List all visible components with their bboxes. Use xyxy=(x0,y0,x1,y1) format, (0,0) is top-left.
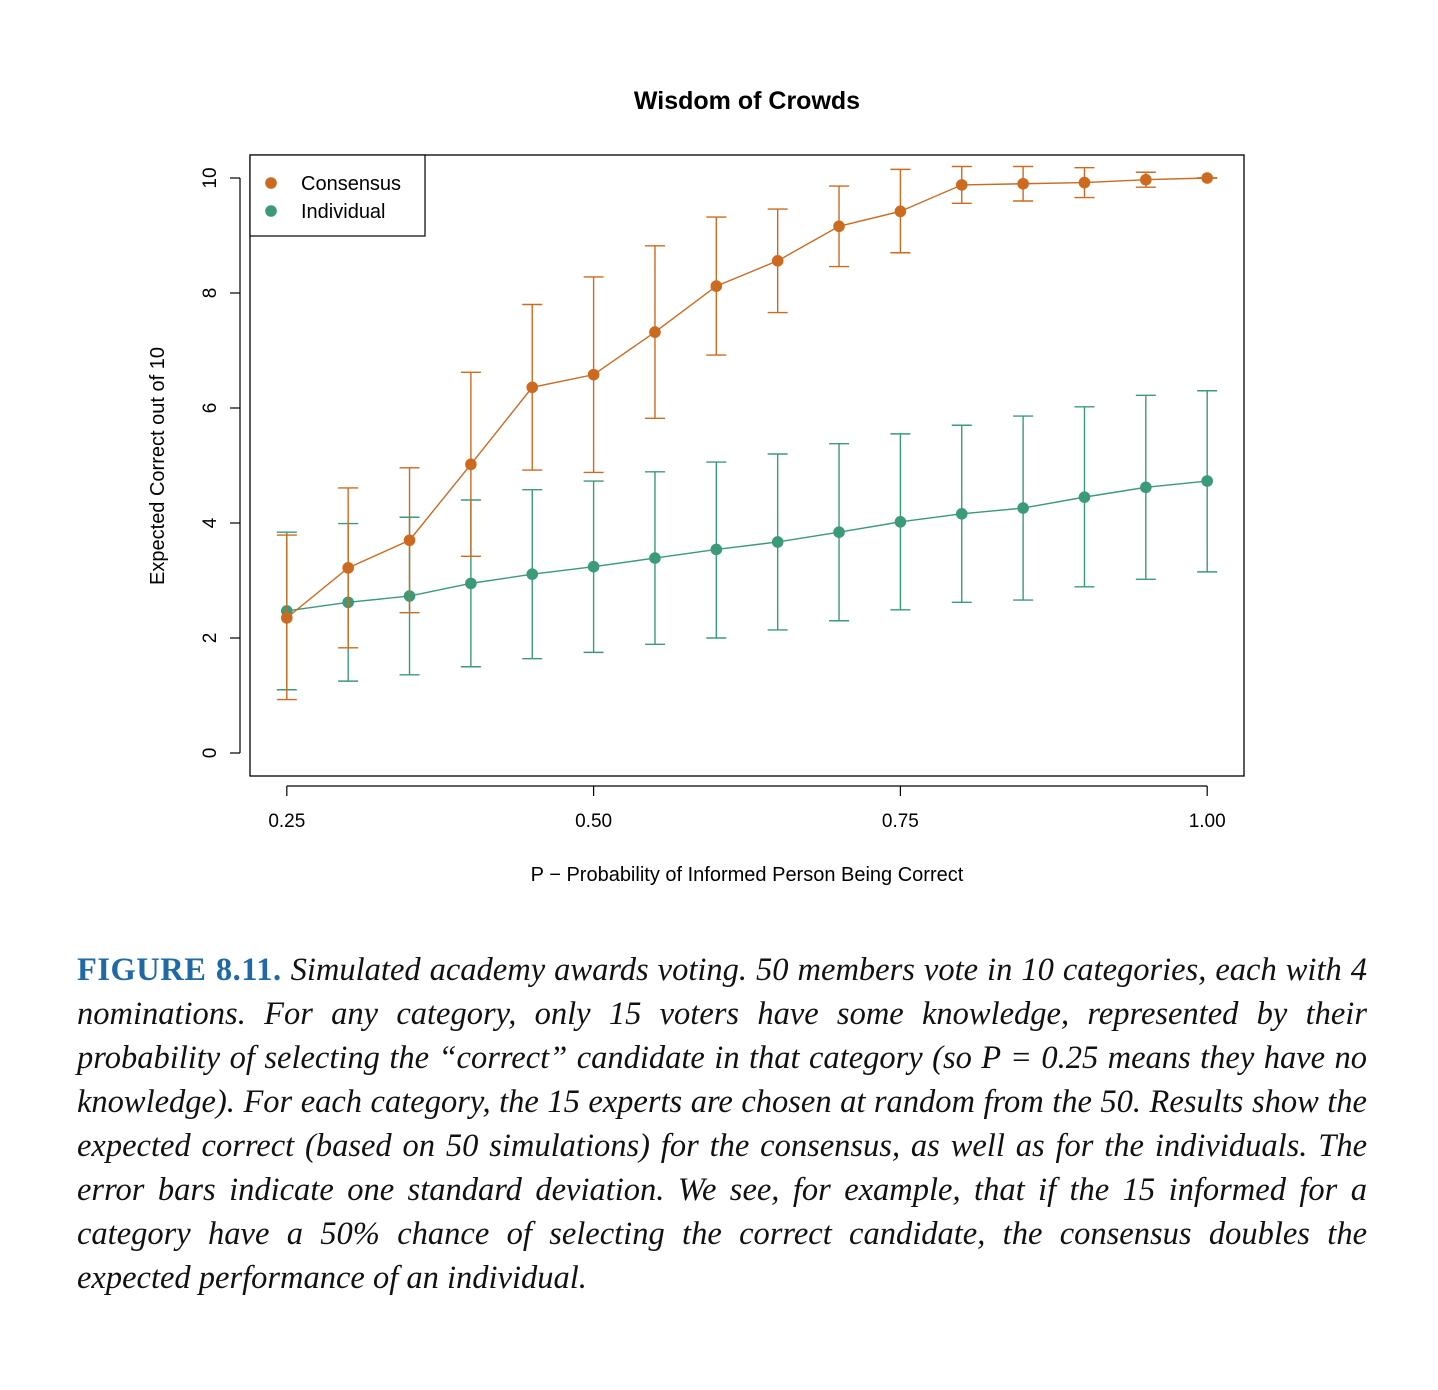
x-axis-label: P − Probability of Informed Person Being… xyxy=(531,864,964,886)
consensus-point xyxy=(465,458,477,471)
consensus-point xyxy=(771,254,784,267)
consensus-point xyxy=(281,612,293,624)
individual-point xyxy=(771,536,784,548)
legend-marker-individual xyxy=(265,205,277,217)
consensus-point xyxy=(649,326,661,338)
series-layer xyxy=(276,165,1218,701)
x-tick-label: 0.25 xyxy=(268,811,305,832)
y-tick-label: 2 xyxy=(200,633,221,644)
y-tick-label: 4 xyxy=(200,517,221,528)
figure-caption: FIGURE 8.11. Simulated academy awards vo… xyxy=(77,948,1367,1300)
wisdom-of-crowds-chart: Wisdom of Crowds 0.25 0.50 0.75 1.00 0 2 4 6 8 1… xyxy=(147,87,1245,886)
x-axis: 0.25 0.50 0.75 1.00 xyxy=(268,785,1226,832)
individual-point xyxy=(955,508,968,520)
y-axis-label: Expected Correct out of 10 xyxy=(147,347,169,585)
individual-point xyxy=(587,560,600,573)
legend-marker-consensus xyxy=(265,177,277,189)
y-tick-label: 10 xyxy=(200,167,221,188)
legend-label-individual: Individual xyxy=(301,201,386,223)
individual-point xyxy=(1140,481,1152,494)
individual-point xyxy=(894,516,907,528)
x-tick-label: 1.00 xyxy=(1189,811,1226,832)
x-tick-label: 0.75 xyxy=(882,811,919,832)
y-tick-label: 6 xyxy=(200,403,221,414)
individual-point xyxy=(526,568,539,580)
individual-point xyxy=(710,543,723,556)
figure-label: FIGURE 8.11. xyxy=(77,952,282,988)
x-tick-label: 0.50 xyxy=(575,811,612,832)
individual-point xyxy=(649,552,661,564)
individual-line xyxy=(286,480,1208,612)
chart-title: Wisdom of Crowds xyxy=(634,87,860,115)
plot-frame xyxy=(249,154,1245,777)
figure-caption-text: Simulated academy awards voting. 50 memb… xyxy=(77,952,1367,1296)
legend-box xyxy=(249,154,426,237)
consensus-point xyxy=(833,220,845,233)
consensus-line xyxy=(286,177,1208,619)
individual-point xyxy=(1078,491,1091,503)
consensus-point xyxy=(710,280,723,292)
consensus-point xyxy=(1017,177,1029,190)
consensus-series xyxy=(276,165,1218,701)
consensus-point xyxy=(1140,173,1152,186)
consensus-point xyxy=(894,205,907,218)
y-tick-label: 8 xyxy=(200,288,221,299)
consensus-point xyxy=(587,368,600,381)
legend: Consensus Individual xyxy=(249,154,426,237)
consensus-point xyxy=(1201,172,1213,184)
consensus-point xyxy=(342,562,354,574)
individual-point xyxy=(1017,502,1029,514)
individual-point xyxy=(1201,475,1213,487)
individual-point xyxy=(833,526,845,538)
individual-point xyxy=(465,577,477,590)
consensus-point xyxy=(1078,176,1091,189)
consensus-point xyxy=(955,179,968,191)
y-tick-label: 0 xyxy=(200,748,221,759)
individual-series xyxy=(276,390,1218,691)
legend-label-consensus: Consensus xyxy=(301,173,401,195)
consensus-point xyxy=(403,534,416,547)
y-axis: 0 2 4 6 8 10 xyxy=(200,167,241,759)
consensus-point xyxy=(526,381,539,394)
